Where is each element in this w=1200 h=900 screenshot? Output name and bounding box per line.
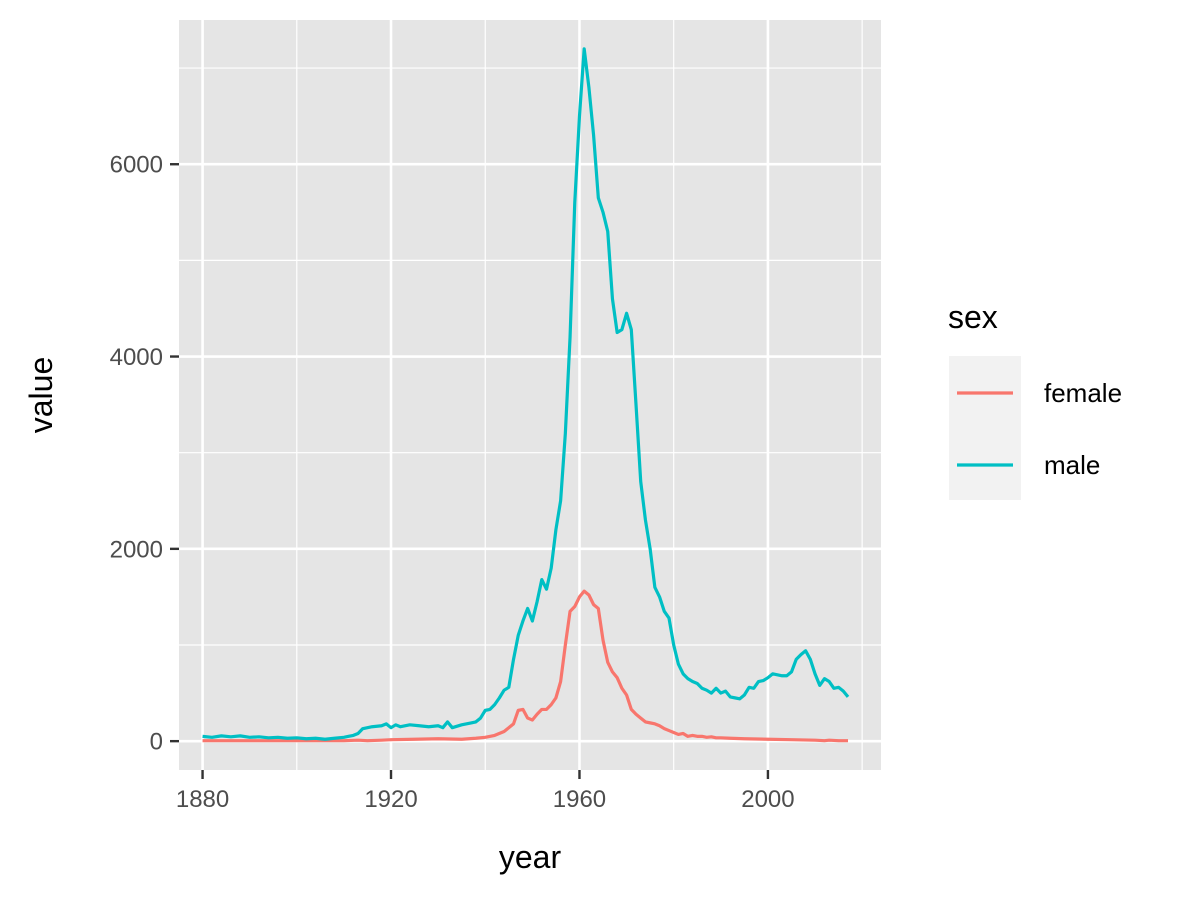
grid-minor (179, 20, 881, 770)
y-tick-label: 6000 (110, 152, 163, 179)
legend-label-male: male (1044, 450, 1100, 480)
series-lines (202, 47, 850, 743)
y-axis-title: value (23, 357, 59, 434)
x-axis-title: year (499, 839, 562, 875)
legend: sex female male (948, 299, 1122, 500)
y-axis: 0 2000 4000 6000 (110, 152, 179, 756)
y-tick-label: 4000 (110, 344, 163, 371)
x-tick-label: 1880 (176, 786, 229, 813)
legend-key-background (949, 356, 1021, 500)
y-tick-label: 2000 (110, 536, 163, 563)
y-tick-label: 0 (150, 729, 163, 756)
x-axis: 1880 1920 1960 2000 (176, 770, 795, 813)
series-line-female (202, 589, 849, 743)
plot-panel (179, 20, 881, 770)
x-tick-label: 2000 (741, 786, 794, 813)
legend-title: sex (948, 299, 998, 335)
series-line-male (202, 47, 850, 741)
legend-entries: female male (957, 378, 1122, 480)
x-tick-label: 1960 (553, 786, 606, 813)
x-tick-label: 1920 (364, 786, 417, 813)
legend-label-female: female (1044, 378, 1122, 408)
